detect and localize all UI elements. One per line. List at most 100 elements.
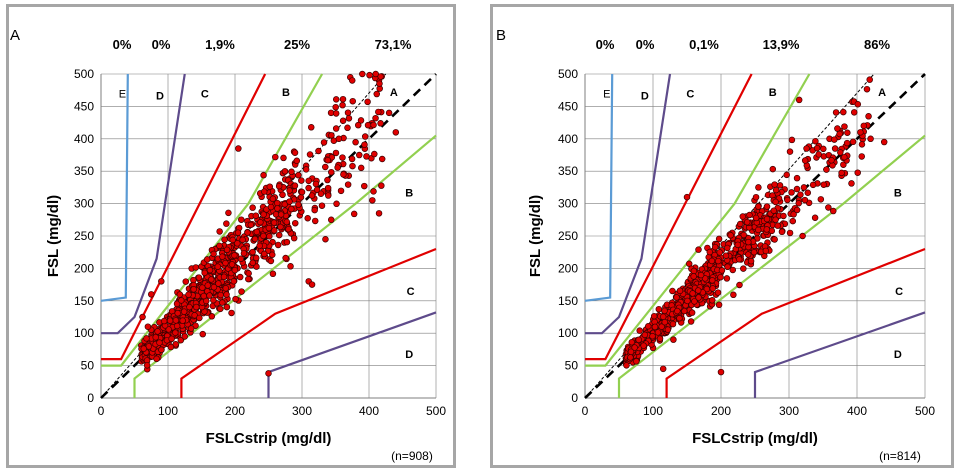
data-point [290, 234, 298, 242]
data-point [378, 182, 385, 189]
data-point [173, 322, 181, 330]
panel-letter: B [496, 27, 506, 44]
data-point [285, 225, 292, 233]
data-point [709, 277, 716, 284]
panel-a: 0 100 200 300 400 500 0 50 100 150 200 250 300 350 400… [10, 27, 446, 463]
data-point [714, 289, 722, 296]
data-point [831, 145, 839, 152]
data-point [154, 328, 161, 335]
data-point [778, 228, 786, 236]
y-axis-title: FSL (mg/dl) [45, 195, 62, 277]
data-point [815, 151, 822, 158]
data-point [369, 197, 376, 204]
data-point [339, 95, 347, 103]
zone-boundary-line [617, 134, 926, 398]
data-point [190, 286, 197, 293]
data-point [644, 323, 652, 330]
data-point [840, 161, 847, 168]
zone-label: E [603, 88, 610, 100]
data-point [786, 148, 794, 155]
data-point [318, 202, 326, 209]
data-point [850, 109, 858, 116]
zone-percentage: 25% [284, 37, 310, 52]
data-point [324, 176, 331, 184]
data-point [305, 184, 312, 192]
data-point [711, 243, 719, 251]
zone-label: A [878, 87, 886, 99]
data-point [247, 221, 255, 229]
data-point [377, 120, 384, 127]
zone-label: B [769, 87, 777, 99]
y-tick-label: 350 [74, 164, 94, 178]
data-point [332, 149, 340, 157]
data-point [736, 220, 744, 228]
data-point [332, 110, 340, 117]
data-point [706, 248, 714, 256]
data-point [206, 292, 213, 299]
data-point [817, 196, 825, 203]
data-point [305, 177, 312, 185]
data-point [269, 195, 277, 203]
data-point [295, 201, 302, 208]
data-point [820, 181, 827, 188]
data-point [723, 275, 731, 282]
data-point [253, 228, 261, 236]
data-point [801, 196, 809, 204]
data-point [345, 115, 353, 122]
data-point [265, 224, 273, 232]
zone-label: B [405, 188, 413, 200]
data-point [690, 267, 698, 275]
data-point [795, 96, 803, 104]
data-point [288, 168, 295, 176]
data-point [690, 273, 697, 280]
data-point [274, 199, 281, 207]
x-tick-label: 200 [711, 404, 731, 418]
data-point [715, 257, 722, 265]
data-point [361, 182, 368, 190]
data-point [174, 309, 181, 317]
data-point [168, 335, 175, 343]
data-point [694, 287, 702, 294]
data-point [275, 182, 283, 190]
data-point [271, 227, 278, 234]
data-point [683, 193, 691, 201]
data-point [858, 153, 866, 160]
zone-percentage: 0,1% [689, 37, 719, 52]
data-point [260, 171, 267, 179]
data-point [339, 117, 347, 124]
data-point [349, 77, 356, 84]
data-point [716, 249, 723, 256]
data-point [236, 273, 244, 281]
data-point [750, 248, 758, 256]
data-point [324, 156, 332, 164]
zone-label: D [641, 90, 649, 102]
data-point [260, 211, 267, 218]
data-point [354, 121, 362, 129]
data-point [307, 124, 315, 131]
data-point [736, 256, 743, 263]
data-point [282, 254, 289, 262]
y-axis-title: FSL (mg/dl) [527, 195, 544, 277]
data-point [834, 125, 841, 132]
data-point [176, 291, 184, 298]
data-point [823, 166, 830, 173]
data-point [843, 139, 851, 147]
data-point [249, 259, 256, 267]
data-point [650, 312, 658, 320]
data-point [210, 296, 217, 304]
zone-boundary-line [101, 73, 186, 335]
data-point [673, 294, 680, 301]
data-point [717, 273, 724, 281]
data-point [266, 233, 273, 240]
data-point [357, 117, 365, 124]
data-point [249, 204, 256, 211]
data-point [334, 164, 341, 171]
zone-percentage: 73,1% [375, 37, 412, 52]
zone-label: C [201, 88, 209, 100]
data-point [752, 193, 760, 201]
data-point [784, 196, 791, 204]
data-point [293, 157, 301, 165]
data-point [676, 315, 683, 322]
data-point [322, 235, 329, 243]
